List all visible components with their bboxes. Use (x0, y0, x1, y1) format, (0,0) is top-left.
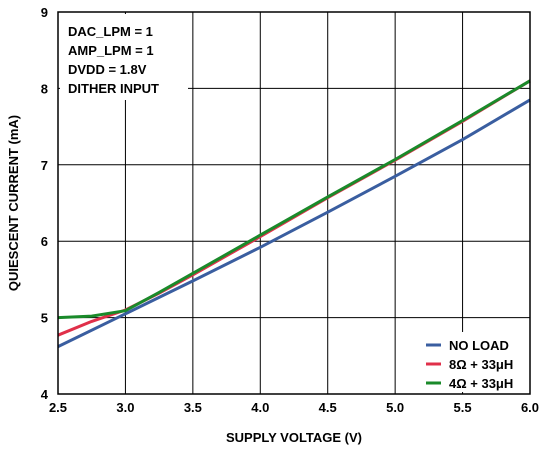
annotation-line: DAC_LPM = 1 (68, 24, 153, 39)
series-lines (57, 79, 531, 348)
y-tick-label: 7 (41, 158, 48, 173)
y-tick-label: 4 (41, 387, 49, 402)
legend-entry: NO LOAD (426, 338, 509, 353)
y-tick-label: 5 (41, 311, 48, 326)
annotation-line: AMP_LPM = 1 (68, 43, 154, 58)
x-tick-label: 5.5 (454, 400, 472, 415)
y-tick-label: 8 (41, 81, 48, 96)
series-line (57, 79, 531, 337)
y-tick-label: 9 (41, 5, 48, 20)
legend: NO LOAD 8Ω + 33μH 4Ω + 33μH (420, 332, 528, 392)
x-tick-label: 4.0 (251, 400, 269, 415)
x-tick-label: 2.5 (49, 400, 67, 415)
x-tick-label: 3.0 (116, 400, 134, 415)
y-tick-label: 6 (41, 234, 48, 249)
x-tick-label: 3.5 (184, 400, 202, 415)
series-line (57, 98, 531, 348)
y-tick-labels: 4 5 6 7 8 9 (41, 5, 49, 402)
y-axis-label: QUIESCENT CURRENT (mA) (6, 115, 21, 291)
x-tick-label: 6.0 (521, 400, 539, 415)
legend-label: 8Ω + 33μH (449, 357, 513, 372)
plot-frame (57, 11, 531, 395)
legend-entry: 4Ω + 33μH (426, 376, 513, 391)
x-tick-label: 5.0 (386, 400, 404, 415)
legend-label: 4Ω + 33μH (449, 376, 513, 391)
legend-entry: 8Ω + 33μH (426, 357, 513, 372)
annotation-box: DAC_LPM = 1 AMP_LPM = 1 DVDD = 1.8V DITH… (60, 14, 188, 100)
annotation-background (60, 14, 188, 100)
legend-label: NO LOAD (449, 338, 509, 353)
annotation-line: DVDD = 1.8V (68, 62, 147, 77)
annotation-line: DITHER INPUT (68, 81, 159, 96)
series-line (57, 79, 531, 320)
x-tick-label: 4.5 (319, 400, 337, 415)
x-tick-labels: 2.5 3.0 3.5 4.0 4.5 5.0 5.5 6.0 (49, 400, 539, 415)
x-axis-label: SUPPLY VOLTAGE (V) (226, 430, 362, 445)
